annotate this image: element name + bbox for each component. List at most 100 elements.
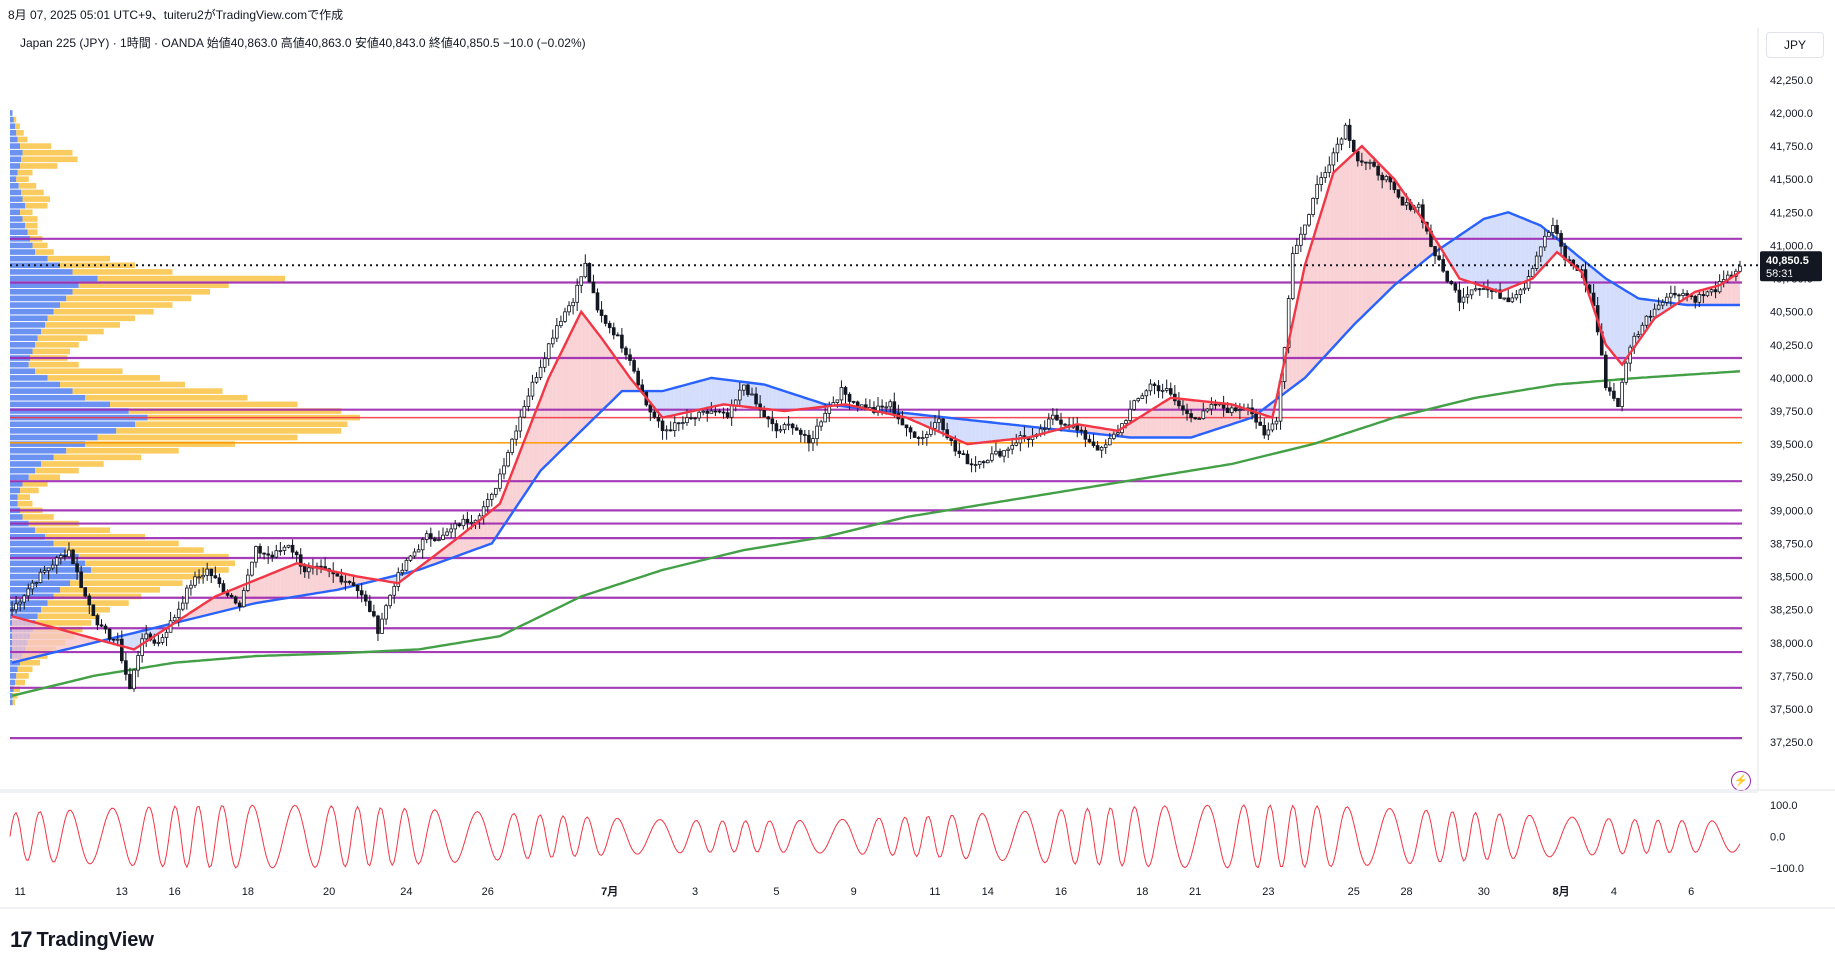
candle-body <box>1612 390 1616 399</box>
volume-profile-bar-buy <box>10 361 29 368</box>
candle-body <box>384 605 388 620</box>
candle-body <box>1518 289 1523 295</box>
ma-cloud-segment <box>345 573 350 588</box>
candle-body <box>1258 421 1263 426</box>
ma-cloud-segment <box>1162 400 1167 438</box>
candle-body <box>1262 425 1267 436</box>
volume-profile-bar-sell <box>60 586 160 593</box>
candle-body <box>294 551 299 556</box>
volume-profile-bar-buy <box>10 613 38 620</box>
candle-body <box>1327 164 1332 173</box>
ma-cloud-segment <box>678 385 683 415</box>
candle-body <box>1201 410 1206 419</box>
ma-cloud-segment <box>686 383 692 413</box>
ma-cloud-segment <box>1622 288 1627 365</box>
ma-cloud-segment <box>1524 218 1529 282</box>
candle-body <box>152 639 157 644</box>
candle-body <box>782 424 787 431</box>
candle-body <box>99 624 104 627</box>
ma-cloud-segment <box>268 573 273 602</box>
candle-body <box>1099 446 1104 451</box>
volume-profile-bar-buy <box>10 699 13 706</box>
ma-cloud-segment <box>564 336 570 447</box>
candle-body <box>986 459 990 464</box>
candle-body <box>1502 297 1506 300</box>
oscillator-axis: 100.0 0.0 −100.0 <box>1770 800 1804 875</box>
volume-profile-bar-buy <box>10 156 22 163</box>
time-tick-label: 20 <box>323 886 335 898</box>
candle-body <box>542 358 547 368</box>
ma-cloud-segment <box>1463 229 1468 282</box>
horizontal-levels[interactable] <box>10 237 1742 740</box>
volume-profile-bar-buy <box>10 176 17 183</box>
ma-cloud-segment <box>589 322 594 423</box>
ma-cloud-segment <box>1231 404 1236 425</box>
volume-profile-bar-buy <box>10 487 20 494</box>
volume-profile-bar-buy <box>10 540 54 547</box>
volume-profile-bar-sell <box>72 269 173 275</box>
candle-body <box>1461 296 1466 303</box>
volume-profile-bar-buy <box>10 494 18 500</box>
ma-cloud-segment <box>272 571 277 601</box>
volume-profile-bar-sell <box>16 130 24 136</box>
candle-body <box>1608 387 1612 392</box>
price-axis[interactable]: 42,250.0 42,000.0 41,750.0 41,500.0 41,250.0… <box>1770 75 1813 749</box>
candle-body <box>1160 389 1165 392</box>
ma-cloud-segment <box>959 418 964 443</box>
volume-profile-bar-buy <box>10 553 79 560</box>
volume-profile-bar-sell <box>35 620 92 626</box>
candle-body <box>567 305 571 313</box>
volume-profile-bar-sell <box>20 209 33 216</box>
volume-profile-bar-buy <box>10 527 35 534</box>
ma-cloud-segment <box>215 594 220 613</box>
volume-profile-bar-sell <box>22 196 50 202</box>
time-tick-label: 11 <box>14 886 25 898</box>
volume-profile-bar-buy <box>10 500 18 507</box>
volume-profile-bar-buy <box>10 586 60 593</box>
volume-profile-bar-sell <box>128 408 342 414</box>
ma-cloud-segment <box>491 507 496 544</box>
volume-profile-bar-sell <box>41 328 104 335</box>
currency-selector-button[interactable]: JPY <box>1766 32 1824 58</box>
volume-profile-bar-sell <box>13 686 20 692</box>
candle-body <box>1547 232 1551 237</box>
ma-cloud-segment <box>1605 278 1610 350</box>
ma-cloud-segment <box>1398 185 1403 282</box>
candle-body <box>599 309 604 316</box>
volume-profile-bar-buy <box>10 692 13 699</box>
ma-cloud-segment <box>987 422 992 442</box>
candle-body <box>689 417 693 420</box>
volume-profile-bar-buy <box>10 573 79 580</box>
ma-cloud-segment <box>1516 215 1521 286</box>
candle-body <box>794 427 799 431</box>
candle-body <box>774 423 779 432</box>
volume-profile-bar-buy <box>10 322 45 328</box>
ma-cloud-segment <box>1150 407 1155 438</box>
candle-body <box>429 533 433 540</box>
candle-body <box>884 406 888 409</box>
volume-profile-bar-buy <box>10 222 25 229</box>
ma-cloud-segment <box>804 397 809 409</box>
ma-cloud-segment <box>1089 426 1094 434</box>
candle-body <box>1075 425 1080 431</box>
candle-body <box>1510 297 1515 303</box>
tradingview-logo[interactable]: 17 TradingView <box>10 925 154 955</box>
candle-body <box>1697 294 1702 303</box>
time-tick-label: 9 <box>851 886 857 898</box>
ma-cloud-segment <box>772 387 777 411</box>
ma-cloud-segment <box>1703 288 1708 306</box>
candle-body <box>977 461 982 465</box>
ma-cloud-segment <box>312 566 317 594</box>
volume-profile-bar-sell <box>35 467 79 474</box>
candle-body <box>555 325 559 339</box>
candle-body <box>815 425 819 439</box>
ma-cloud-segment <box>1142 413 1147 438</box>
current-price-line: 40,850.558:31 <box>10 251 1822 282</box>
volume-profile-bar-sell <box>72 388 223 394</box>
volume-profile-bar-sell <box>15 123 20 130</box>
ma-cloud-segment <box>1406 196 1411 276</box>
candle-body <box>1498 289 1502 299</box>
candle-body <box>274 550 279 558</box>
time-axis[interactable]: 11 13 16 18 20 24 26 7月 3 5 9 11 14 16 18 21 23 25 28 30 8月 4… <box>14 885 1694 898</box>
